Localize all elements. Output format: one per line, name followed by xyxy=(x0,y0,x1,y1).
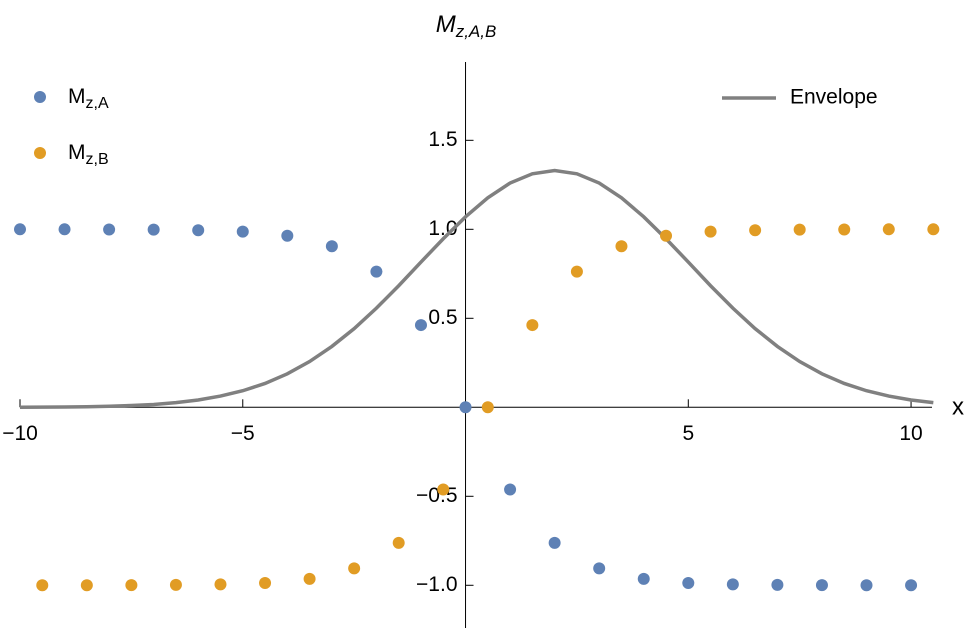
legend-main: M xyxy=(68,85,86,108)
point xyxy=(14,223,26,236)
point xyxy=(793,223,806,236)
point xyxy=(615,240,628,253)
point xyxy=(905,579,918,592)
point xyxy=(882,223,895,236)
legend-label: Mz,A xyxy=(68,85,109,113)
point xyxy=(660,229,673,242)
y-tick-label: 0.5 xyxy=(428,306,457,329)
point xyxy=(303,572,316,585)
x-tick-label: 5 xyxy=(682,422,694,445)
point xyxy=(838,223,851,236)
point xyxy=(726,578,739,591)
point xyxy=(147,223,160,236)
x-tick-label: −10 xyxy=(2,422,38,445)
legend-label: Mz,B xyxy=(68,141,109,169)
point xyxy=(526,319,539,332)
legend-main: M xyxy=(68,141,86,164)
point xyxy=(637,572,650,585)
point xyxy=(236,225,249,238)
legend-marker xyxy=(34,147,46,159)
point xyxy=(815,579,828,592)
title-main: M xyxy=(436,11,456,38)
point xyxy=(682,576,695,589)
point xyxy=(169,578,182,591)
y-tick-label: −1.0 xyxy=(416,573,457,596)
point xyxy=(103,223,116,236)
legend-sub: z,A xyxy=(86,95,109,112)
point xyxy=(348,562,361,575)
point xyxy=(704,225,717,238)
point xyxy=(771,578,784,591)
y-tick-label: 1.5 xyxy=(428,128,457,151)
point xyxy=(370,265,383,278)
y-tick-label: −0.5 xyxy=(416,484,457,507)
point xyxy=(414,319,427,332)
point xyxy=(392,536,405,549)
point xyxy=(325,240,338,253)
point xyxy=(58,223,71,236)
point xyxy=(281,229,294,242)
point xyxy=(593,562,606,575)
point xyxy=(214,578,227,591)
point xyxy=(437,483,450,496)
point xyxy=(570,265,583,278)
point xyxy=(125,579,138,592)
point xyxy=(860,579,873,592)
point xyxy=(749,224,762,237)
title-sub: z,A,B xyxy=(455,22,497,41)
point xyxy=(481,401,494,414)
point xyxy=(36,579,49,592)
legend-label: Envelope xyxy=(790,86,878,109)
envelope-line xyxy=(19,168,934,409)
point xyxy=(504,483,517,496)
point xyxy=(927,223,940,236)
legend-sub: z,B xyxy=(86,151,109,168)
x-axis-label: x xyxy=(952,393,964,420)
point xyxy=(548,536,561,549)
legend-marker xyxy=(34,91,46,103)
point xyxy=(459,401,472,414)
point xyxy=(192,224,205,237)
point xyxy=(80,579,93,592)
chart-title: Mz,A,B xyxy=(436,11,497,41)
x-tick-label: −5 xyxy=(231,422,255,445)
point xyxy=(259,576,272,589)
x-tick-label: 10 xyxy=(899,422,922,445)
